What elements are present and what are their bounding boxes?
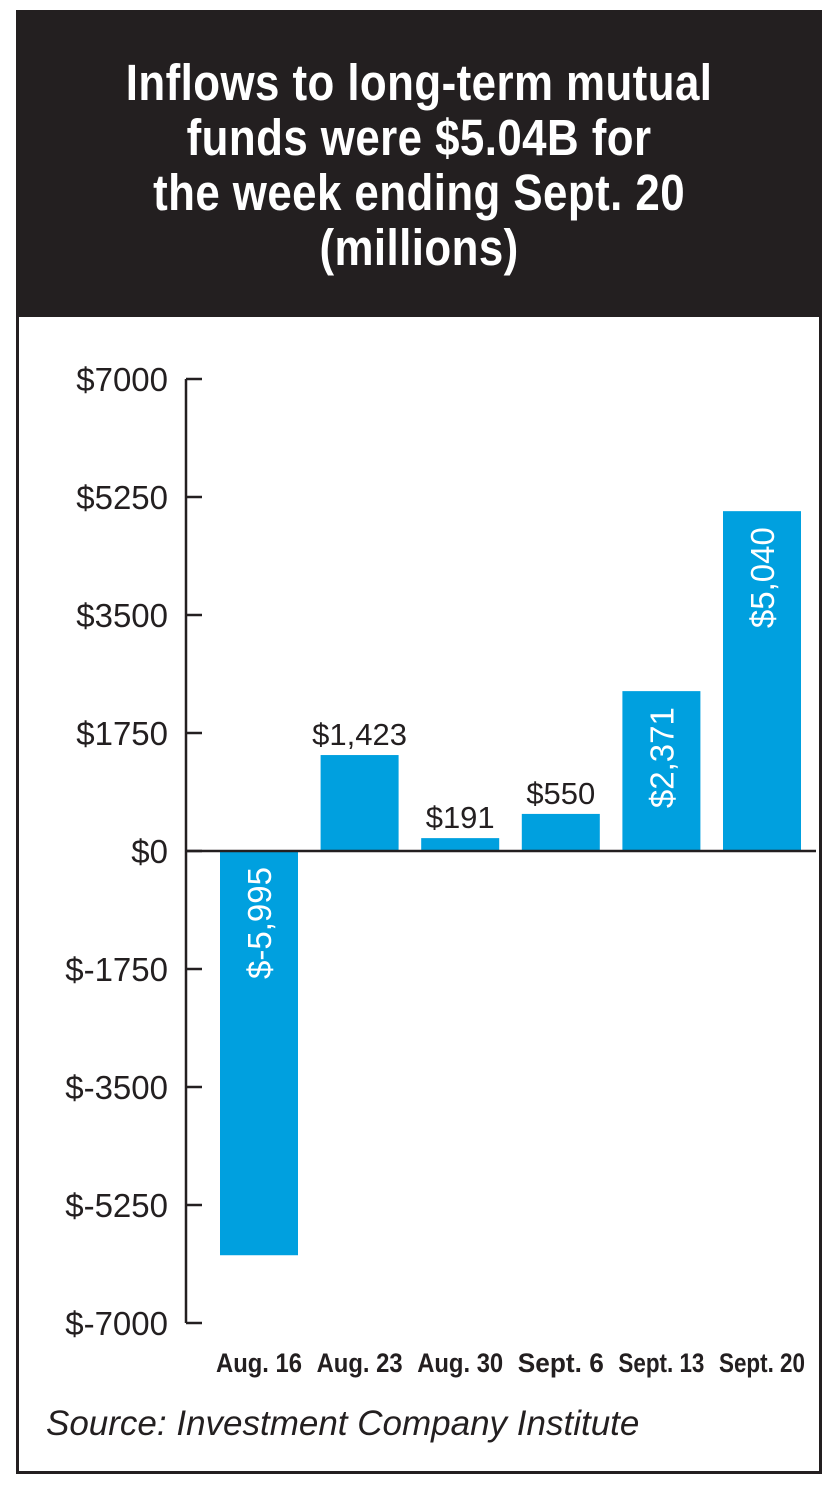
bar-aug-16 <box>220 851 298 1256</box>
x-tick-label: Aug. 30 <box>417 1348 503 1378</box>
y-tick-label: $-1750 <box>65 951 168 988</box>
bar-sept-13 <box>622 691 701 851</box>
y-tick-label: $-7000 <box>65 1305 168 1342</box>
y-tick-label: $0 <box>131 833 168 870</box>
bar-sept-20 <box>723 511 801 851</box>
y-tick-label: $1750 <box>76 715 168 752</box>
y-tick-label: $7000 <box>76 361 168 398</box>
x-tick-label: Aug. 16 <box>216 1348 302 1378</box>
data-label: $191 <box>426 800 495 835</box>
data-label: $5,040 <box>744 527 781 628</box>
y-tick-label: $3500 <box>76 597 168 634</box>
bar-aug-30 <box>421 838 500 851</box>
data-label: $2,371 <box>643 707 680 808</box>
chart-title: Inflows to long-term mutual funds were $… <box>125 54 713 276</box>
y-tick-label: $5250 <box>76 479 168 516</box>
data-label: $-5,995 <box>241 867 278 979</box>
x-tick-label: Sept. 20 <box>719 1348 805 1378</box>
data-label: $1,423 <box>312 717 407 752</box>
title-bar: Inflows to long-term mutual funds were $… <box>19 13 819 317</box>
x-tick-label: Sept. 6 <box>518 1348 604 1378</box>
bar-aug-23 <box>320 755 399 851</box>
source-note: Source: Investment Company Institute <box>46 1404 640 1443</box>
x-tick-label: Sept. 13 <box>618 1348 704 1378</box>
x-tick-label: Aug. 23 <box>317 1348 403 1378</box>
y-tick-label: $-5250 <box>65 1187 168 1224</box>
data-label: $550 <box>526 776 595 811</box>
y-tick-label: $-3500 <box>65 1069 168 1106</box>
bar-sept-6 <box>521 813 600 851</box>
